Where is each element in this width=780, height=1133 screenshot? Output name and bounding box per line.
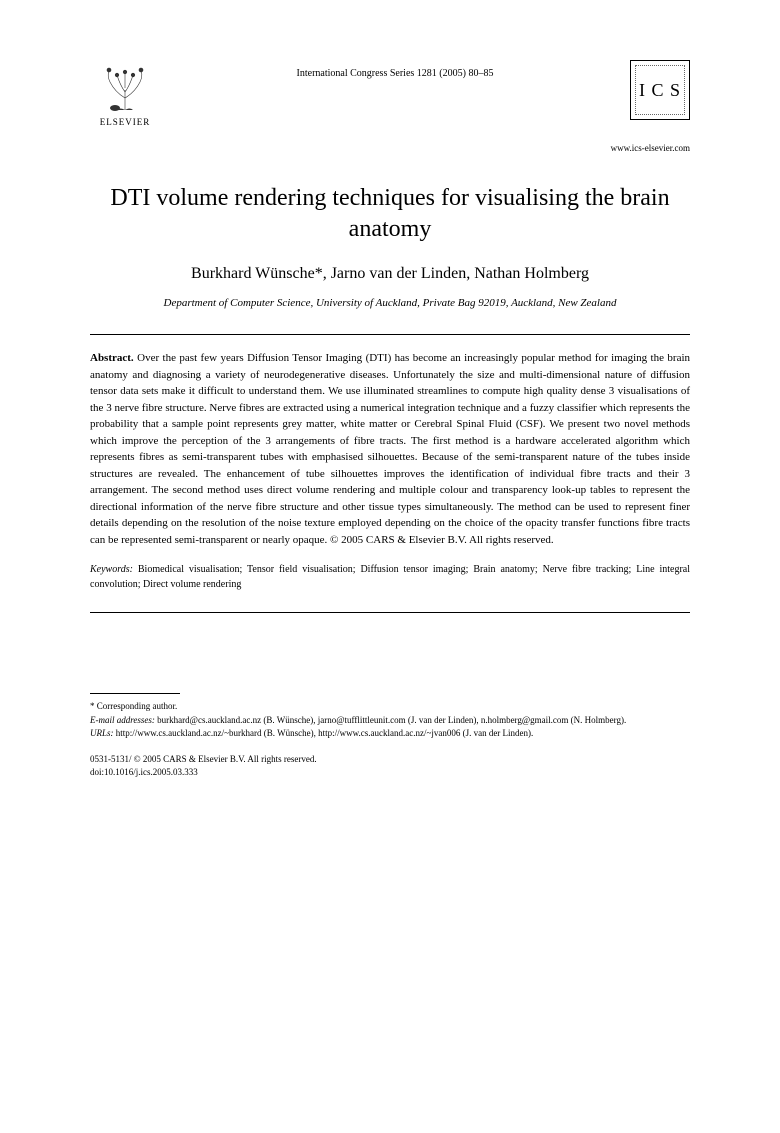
keywords-text: Biomedical visualisation; Tensor field v…	[90, 564, 690, 590]
divider-bottom	[90, 612, 690, 613]
email-label: E-mail addresses:	[90, 715, 155, 725]
email-addresses: burkhard@cs.auckland.ac.nz (B. Wünsche),…	[157, 715, 626, 725]
abstract-block: Abstract. Over the past few years Diffus…	[90, 350, 690, 548]
footnotes-block: * Corresponding author. E-mail addresses…	[90, 700, 690, 741]
abstract-text: Over the past few years Diffusion Tensor…	[90, 352, 690, 546]
corresponding-author-note: * Corresponding author.	[90, 700, 690, 714]
url-label: URLs:	[90, 728, 114, 738]
ics-logo-text: I C S	[639, 80, 681, 101]
email-line: E-mail addresses: burkhard@cs.auckland.a…	[90, 714, 690, 728]
article-title: DTI volume rendering techniques for visu…	[90, 183, 690, 245]
website-url: www.ics-elsevier.com	[90, 143, 690, 153]
elsevier-logo: ELSEVIER	[90, 60, 160, 135]
keywords-block: Keywords: Biomedical visualisation; Tens…	[90, 562, 690, 592]
affiliation: Department of Computer Science, Universi…	[90, 297, 690, 309]
divider-top	[90, 334, 690, 335]
doi: doi:10.1016/j.ics.2005.03.333	[90, 766, 690, 780]
issn-copyright: 0531-5131/ © 2005 CARS & Elsevier B.V. A…	[90, 753, 690, 767]
keywords-label: Keywords:	[90, 564, 133, 575]
url-line: URLs: http://www.cs.auckland.ac.nz/~burk…	[90, 727, 690, 741]
elsevier-tree-icon	[95, 60, 155, 115]
journal-reference: International Congress Series 1281 (2005…	[160, 60, 630, 79]
ics-logo-container: I C S	[630, 60, 690, 120]
abstract-label: Abstract.	[90, 352, 134, 364]
ics-logo: I C S	[630, 60, 690, 120]
bottom-info: 0531-5131/ © 2005 CARS & Elsevier B.V. A…	[90, 753, 690, 780]
elsevier-publisher-name: ELSEVIER	[100, 117, 151, 127]
urls: http://www.cs.auckland.ac.nz/~burkhard (…	[116, 728, 534, 738]
authors-line: Burkhard Wünsche*, Jarno van der Linden,…	[90, 265, 690, 283]
footnote-separator	[90, 693, 180, 694]
header-row: ELSEVIER International Congress Series 1…	[90, 60, 690, 135]
